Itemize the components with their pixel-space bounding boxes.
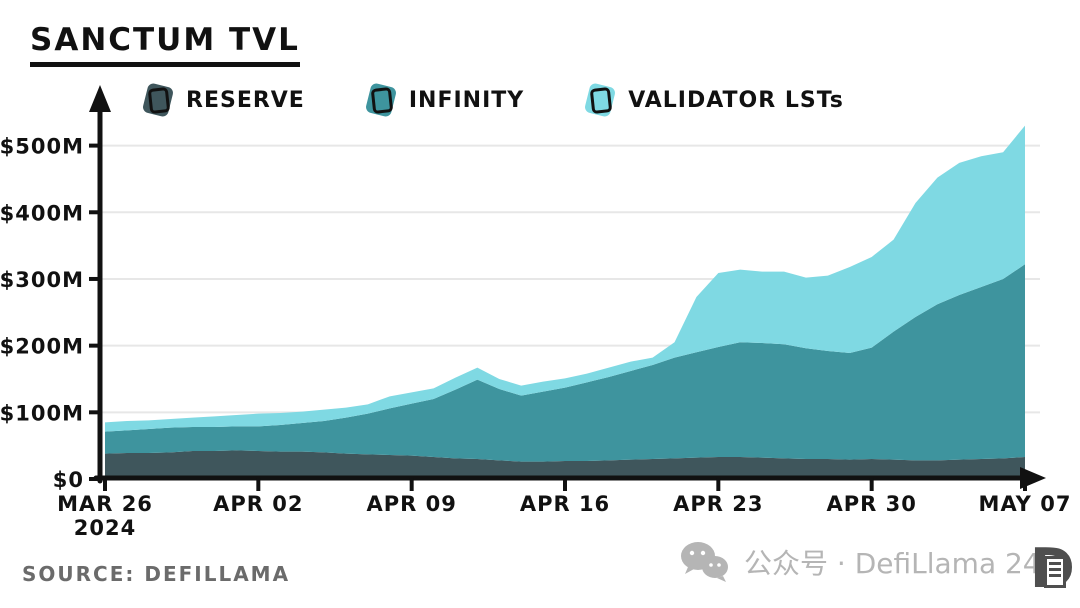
x-tick-label: APR 16 bbox=[520, 492, 610, 516]
defillama-seal-icon: D bbox=[1030, 540, 1080, 600]
source-attribution: SOURCE: DEFILLAMA bbox=[22, 562, 291, 586]
y-tick-label: $500M bbox=[0, 135, 84, 159]
legend-item-infinity: INFINITY bbox=[364, 82, 525, 118]
reserve-swatch-icon bbox=[141, 82, 176, 118]
legend-item-reserve: RESERVE bbox=[141, 82, 305, 118]
x-tick-label: APR 09 bbox=[366, 492, 456, 516]
legend-label-validator-lsts: VALIDATOR LSTs bbox=[628, 87, 844, 113]
watermark: 公众号 · DefiLlama 24 bbox=[678, 540, 1041, 584]
infinity-swatch-icon bbox=[364, 82, 399, 118]
watermark-text: 公众号 · DefiLlama 24 bbox=[744, 547, 1041, 580]
series-area-validator-lsts bbox=[105, 125, 1025, 432]
y-tick-label: $300M bbox=[0, 268, 84, 292]
y-axis-arrow-icon bbox=[89, 85, 111, 112]
series-area-reserve bbox=[105, 450, 1025, 479]
x-tick-label: APR 02 bbox=[213, 492, 303, 516]
y-tick-label: $100M bbox=[0, 401, 84, 425]
chart-title: SANCTUM TVL bbox=[30, 22, 300, 67]
x-tick-label: APR 30 bbox=[826, 492, 916, 516]
x-tick-label: MAY 07 bbox=[979, 492, 1072, 516]
x-tick-label: MAR 26 bbox=[57, 492, 153, 516]
y-tick-label: $400M bbox=[0, 201, 84, 225]
x-tick-sublabel: 2024 bbox=[74, 516, 136, 540]
legend-item-validator-lsts: VALIDATOR LSTs bbox=[583, 82, 844, 118]
legend-label-reserve: RESERVE bbox=[186, 87, 305, 113]
chart-legend: RESERVE INFINITY VALIDATOR LSTs bbox=[141, 82, 844, 118]
x-tick-label: APR 23 bbox=[673, 492, 763, 516]
legend-label-infinity: INFINITY bbox=[408, 87, 525, 113]
wechat-icon bbox=[681, 542, 728, 582]
y-tick-label: $200M bbox=[0, 335, 84, 359]
validator-lsts-swatch-icon bbox=[583, 82, 618, 118]
y-tick-label: $0 bbox=[53, 468, 84, 492]
series-area-infinity bbox=[105, 264, 1025, 462]
